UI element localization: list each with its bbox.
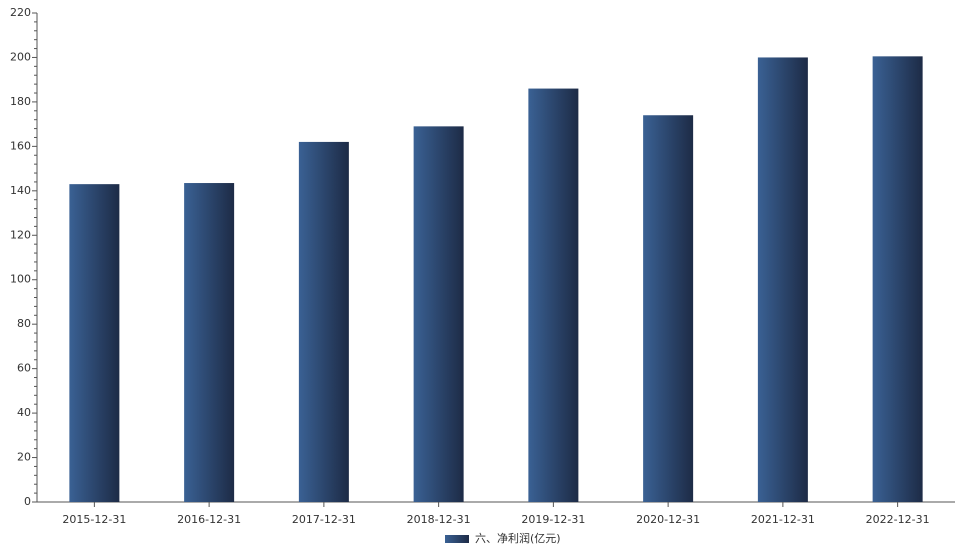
x-tick-label: 2015-12-31 — [62, 513, 126, 526]
y-tick-label: 120 — [10, 228, 31, 241]
bar — [69, 184, 120, 502]
y-tick-label: 20 — [17, 451, 31, 464]
y-tick-label: 60 — [17, 362, 31, 375]
x-tick-label: 2022-12-31 — [866, 513, 930, 526]
y-tick-label: 0 — [24, 495, 31, 508]
bar — [757, 57, 808, 503]
bar — [872, 56, 923, 503]
legend-label: 六、净利润(亿元) — [475, 531, 561, 545]
x-tick-label: 2016-12-31 — [177, 513, 241, 526]
y-tick-label: 80 — [17, 317, 31, 330]
bar — [298, 141, 349, 502]
x-tick-label: 2019-12-31 — [521, 513, 585, 526]
bar — [528, 88, 579, 502]
x-tick-label: 2018-12-31 — [407, 513, 471, 526]
bar — [184, 183, 235, 502]
y-tick-label: 180 — [10, 95, 31, 108]
x-tick-label: 2017-12-31 — [292, 513, 356, 526]
y-tick-label: 200 — [10, 50, 31, 63]
y-tick-label: 140 — [10, 184, 31, 197]
bar — [413, 126, 464, 502]
bar — [643, 115, 694, 502]
y-tick-label: 40 — [17, 406, 31, 419]
y-tick-label: 100 — [10, 273, 31, 286]
x-tick-label: 2020-12-31 — [636, 513, 700, 526]
x-tick-label: 2021-12-31 — [751, 513, 815, 526]
y-tick-label: 160 — [10, 139, 31, 152]
legend-swatch — [445, 535, 469, 543]
y-tick-label: 220 — [10, 6, 31, 19]
